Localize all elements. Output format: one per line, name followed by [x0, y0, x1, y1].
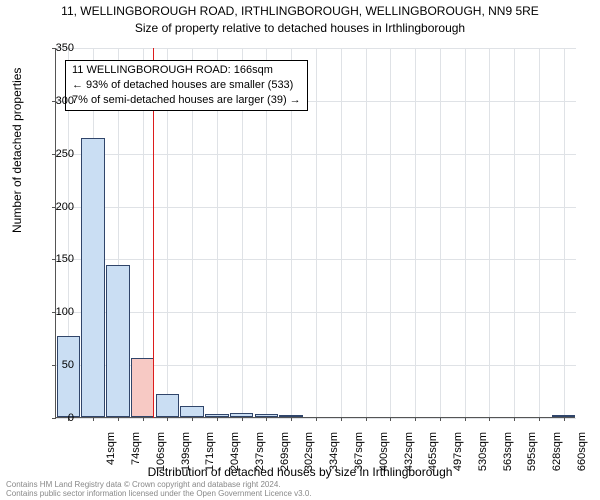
xtick-mark: [291, 417, 292, 421]
ytick-label: 350: [34, 42, 74, 54]
xtick-mark: [564, 417, 565, 421]
xtick-mark: [242, 417, 243, 421]
gridline-v: [366, 48, 367, 418]
xtick-mark: [390, 417, 391, 421]
bar: [81, 138, 105, 417]
xtick-label: 400sqm: [378, 432, 390, 472]
gridline-v: [390, 48, 391, 418]
gridline-v: [440, 48, 441, 418]
annotation-line: 7% of semi-detached houses are larger (3…: [72, 93, 301, 108]
bar: [131, 358, 155, 417]
xtick-mark: [440, 417, 441, 421]
xtick-mark: [489, 417, 490, 421]
xtick-label: 41sqm: [105, 432, 117, 472]
gridline-v: [341, 48, 342, 418]
ytick-label: 200: [34, 201, 74, 213]
bar: [57, 336, 81, 417]
gridline-v: [316, 48, 317, 418]
xtick-label: 367sqm: [353, 432, 365, 472]
xtick-label: 563sqm: [502, 432, 514, 472]
ytick-label: 300: [34, 95, 74, 107]
xtick-mark: [143, 417, 144, 421]
xtick-label: 302sqm: [303, 432, 315, 472]
gridline-v: [415, 48, 416, 418]
ytick-label: 150: [34, 253, 74, 265]
footer-line: Contains HM Land Registry data © Crown c…: [6, 480, 312, 489]
xtick-mark: [217, 417, 218, 421]
xtick-label: 497sqm: [452, 432, 464, 472]
footer-attribution: Contains HM Land Registry data © Crown c…: [6, 480, 312, 498]
gridline-v: [514, 48, 515, 418]
xtick-label: 204sqm: [229, 432, 241, 472]
ytick-label: 0: [34, 412, 74, 424]
xtick-mark: [316, 417, 317, 421]
gridline-v: [489, 48, 490, 418]
bar: [180, 406, 204, 417]
xtick-label: 139sqm: [180, 432, 192, 472]
xtick-mark: [266, 417, 267, 421]
xtick-mark: [167, 417, 168, 421]
annotation-line: 11 WELLINGBOROUGH ROAD: 166sqm: [72, 63, 301, 78]
xtick-label: 171sqm: [204, 432, 216, 472]
gridline-v: [465, 48, 466, 418]
footer-line: Contains public sector information licen…: [6, 489, 312, 498]
annotation-box: 11 WELLINGBOROUGH ROAD: 166sqm ← 93% of …: [65, 60, 308, 111]
xtick-mark: [192, 417, 193, 421]
xtick-mark: [366, 417, 367, 421]
annotation-line: ← 93% of detached houses are smaller (53…: [72, 78, 301, 93]
bar: [156, 394, 180, 417]
xtick-label: 465sqm: [427, 432, 439, 472]
xtick-label: 595sqm: [526, 432, 538, 472]
xtick-label: 432sqm: [403, 432, 415, 472]
xtick-label: 237sqm: [254, 432, 266, 472]
xtick-mark: [465, 417, 466, 421]
xtick-label: 269sqm: [279, 432, 291, 472]
xtick-label: 74sqm: [130, 432, 142, 472]
xtick-mark: [514, 417, 515, 421]
gridline-v: [539, 48, 540, 418]
xtick-mark: [539, 417, 540, 421]
ytick-label: 100: [34, 306, 74, 318]
bar: [106, 265, 130, 417]
xtick-mark: [415, 417, 416, 421]
ytick-label: 50: [34, 359, 74, 371]
xtick-mark: [341, 417, 342, 421]
chart-title-sub: Size of property relative to detached ho…: [0, 21, 600, 35]
xtick-label: 628sqm: [551, 432, 563, 472]
xtick-label: 334sqm: [328, 432, 340, 472]
xtick-mark: [118, 417, 119, 421]
ytick-label: 250: [34, 148, 74, 160]
xtick-mark: [93, 417, 94, 421]
xtick-label: 660sqm: [576, 432, 588, 472]
chart-title-main: 11, WELLINGBOROUGH ROAD, IRTHLINGBOROUGH…: [0, 4, 600, 18]
xtick-label: 530sqm: [477, 432, 489, 472]
gridline-v: [564, 48, 565, 418]
y-axis-label: Number of detached properties: [10, 68, 24, 233]
xtick-label: 106sqm: [155, 432, 167, 472]
